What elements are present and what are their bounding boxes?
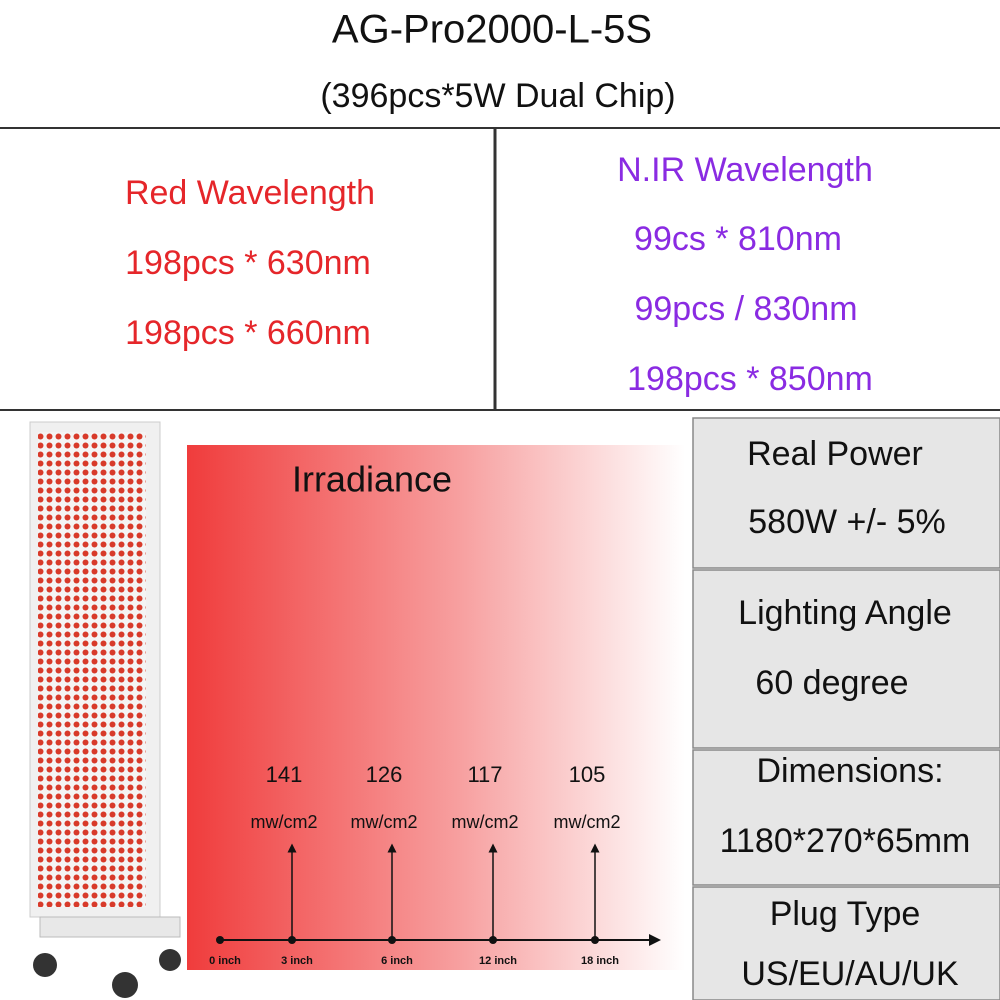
spec-label: Dimensions: (756, 752, 943, 790)
distance-label: 3 inch (281, 955, 313, 967)
spec-box (692, 886, 1000, 1000)
axis-point (489, 936, 497, 944)
distance-label: 0 inch (209, 955, 241, 967)
irradiance-value: 117 (467, 762, 502, 787)
irradiance-unit: mw/cm2 (351, 812, 418, 832)
spec-box (692, 569, 1000, 749)
spec-value: 60 degree (755, 664, 908, 702)
spec-label: Real Power (747, 435, 923, 473)
irradiance-unit: mw/cm2 (554, 812, 621, 832)
spec-value: US/EU/AU/UK (741, 955, 959, 993)
distance-label: 12 inch (479, 955, 517, 967)
irradiance-unit: mw/cm2 (251, 812, 318, 832)
spec-label: Lighting Angle (738, 594, 952, 632)
red-line: 198pcs * 630nm (125, 244, 371, 282)
nir-title: N.IR Wavelength (617, 151, 873, 189)
distance-label: 6 inch (381, 955, 413, 967)
subtitle: (396pcs*5W Dual Chip) (320, 77, 675, 115)
irradiance-value: 141 (266, 762, 303, 787)
irradiance-unit: mw/cm2 (452, 812, 519, 832)
nir-line: 198pcs * 850nm (627, 360, 873, 398)
spec-box (692, 749, 1000, 886)
irradiance-panel (187, 445, 685, 970)
spec-box (692, 417, 1000, 569)
axis-point (591, 936, 599, 944)
nir-line: 99pcs / 830nm (634, 290, 857, 328)
red-title: Red Wavelength (125, 174, 375, 212)
spec-value: 1180*270*65mm (720, 822, 971, 860)
axis-point (388, 936, 396, 944)
nir-line: 99cs * 810nm (634, 220, 842, 258)
irradiance-title: Irradiance (292, 459, 452, 500)
lamp (29, 421, 181, 998)
spec-value: 580W +/- 5% (748, 503, 945, 541)
spec-label: Plug Type (770, 895, 921, 933)
red-line: 198pcs * 660nm (125, 314, 371, 352)
axis-origin (216, 936, 224, 944)
distance-label: 18 inch (581, 955, 619, 967)
axis-point (288, 936, 296, 944)
title: AG-Pro2000-L-5S (332, 8, 652, 52)
irradiance-value: 105 (569, 762, 606, 787)
irradiance-value: 126 (366, 762, 403, 787)
